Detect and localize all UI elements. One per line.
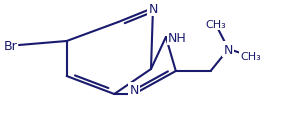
Text: Br: Br [3,39,17,52]
Text: N: N [224,43,233,56]
Text: N: N [130,83,139,96]
Text: N: N [148,3,158,15]
Text: CH₃: CH₃ [205,20,226,30]
Text: NH: NH [168,31,187,44]
Text: CH₃: CH₃ [240,52,261,61]
